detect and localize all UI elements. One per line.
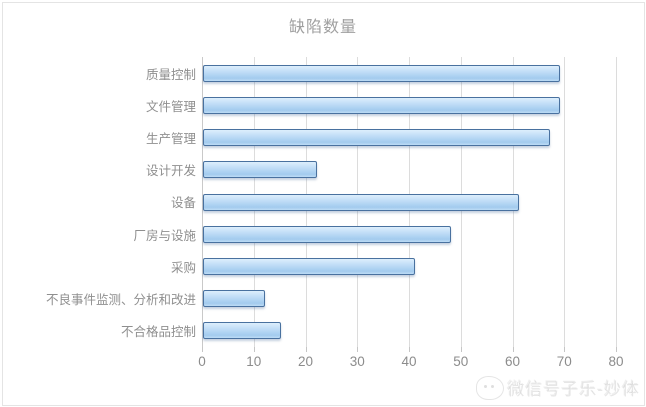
bar-5: [203, 225, 452, 243]
axis-tickmark: [305, 347, 307, 352]
bar-3: [203, 161, 317, 179]
bar-8: [203, 322, 281, 340]
bar-1: [203, 96, 561, 114]
x-tick-label: 20: [297, 354, 314, 369]
category-label: 采购: [170, 260, 196, 275]
mascot-icon: [476, 376, 505, 400]
x-tick-label: 40: [401, 354, 417, 369]
bar-6: [203, 257, 416, 275]
axis-tickmark: [564, 347, 566, 352]
watermark: 微信号子乐-妙体: [476, 375, 640, 400]
category-label: 生产管理: [145, 132, 196, 147]
x-tick-label: 50: [453, 354, 469, 369]
category-label: 质量控制: [145, 67, 196, 82]
axis-tickmark: [616, 347, 617, 352]
x-tick-label: 0: [198, 354, 206, 369]
axis-tickmark: [202, 347, 203, 352]
axis-tickmark: [460, 347, 462, 352]
bar-0: [203, 64, 561, 82]
x-tick-label: 70: [556, 354, 572, 369]
x-tick-label: 80: [608, 354, 624, 369]
gridline: [616, 57, 617, 347]
gridline: [564, 57, 566, 347]
watermark-text: 微信号子乐-妙体: [507, 380, 640, 399]
x-tick-label: 60: [504, 354, 521, 369]
category-axis-line: [202, 57, 203, 347]
axis-tickmark: [409, 347, 410, 352]
bar-2: [203, 129, 550, 147]
axis-tickmark: [357, 347, 359, 352]
bar-4: [203, 193, 519, 211]
category-label: 不合格品控制: [120, 325, 196, 340]
category-label: 厂房与设施: [133, 228, 196, 243]
axis-tickmark: [512, 347, 514, 352]
axis-tickmark: [253, 347, 255, 352]
category-label: 不良事件监测、分析和改进: [45, 293, 196, 308]
bar-7: [203, 290, 266, 308]
category-label: 设计开发: [145, 164, 196, 179]
chart-title: 缺陷数量: [288, 19, 357, 36]
category-label: 设备: [170, 196, 196, 211]
x-tick-label: 10: [246, 354, 262, 369]
x-tick-label: 30: [349, 354, 365, 369]
category-label: 文件管理: [145, 99, 196, 114]
